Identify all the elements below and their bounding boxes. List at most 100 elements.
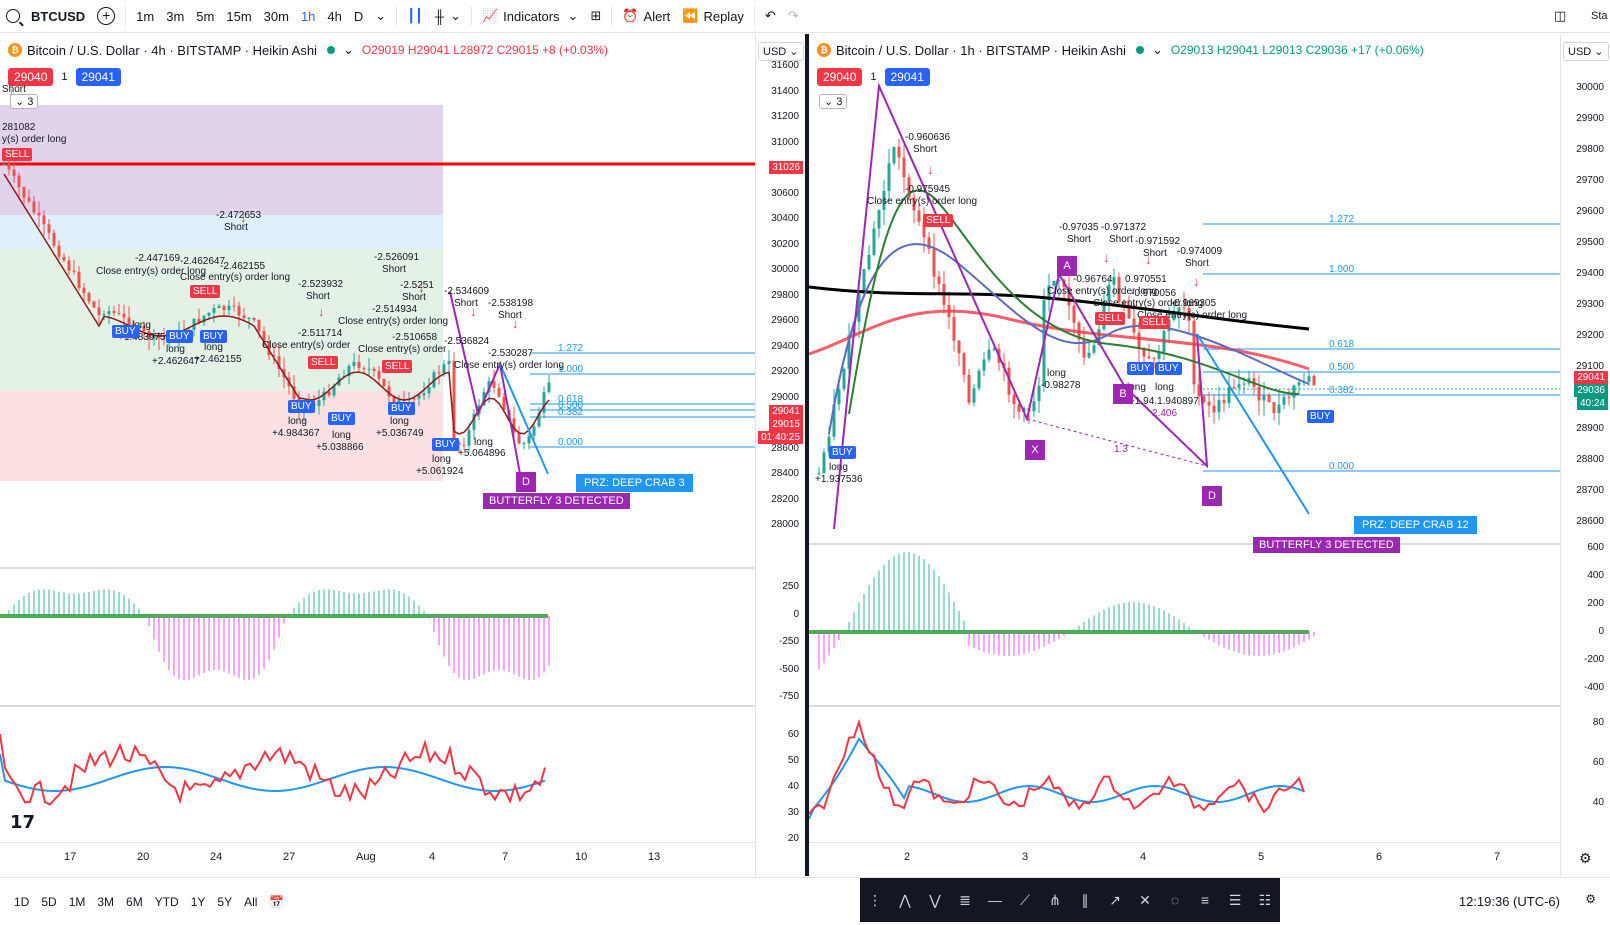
left-sell-price-button[interactable]: 29040 bbox=[8, 68, 54, 86]
sell-signal-badge[interactable]: SELL bbox=[1139, 316, 1170, 329]
interval-5m[interactable]: 5m bbox=[196, 8, 215, 24]
buy-signal-badge[interactable]: BUY bbox=[166, 330, 193, 343]
chevron-down-icon[interactable]: ⌄ bbox=[1151, 42, 1163, 57]
list-icon[interactable]: ☷ bbox=[1258, 891, 1272, 908]
undo-button[interactable]: ↶ bbox=[759, 0, 782, 33]
circle-icon[interactable]: ◌ bbox=[1170, 892, 1180, 908]
corner-label: Sta bbox=[1591, 10, 1608, 22]
strategy-annotation: -2.511714 bbox=[298, 328, 343, 339]
gann-icon[interactable]: ☰ bbox=[1228, 891, 1242, 908]
date-range-button[interactable]: 📅 bbox=[263, 895, 290, 909]
candle-body bbox=[872, 228, 876, 255]
panel-divider[interactable] bbox=[805, 34, 809, 876]
ray-icon[interactable]: ↗ bbox=[1109, 891, 1121, 908]
sell-signal-badge[interactable]: SELL bbox=[190, 285, 221, 298]
pattern-icon[interactable]: ✕ bbox=[1139, 891, 1151, 908]
sell-signal-badge[interactable]: SELL bbox=[1095, 312, 1126, 325]
redo-button[interactable]: ↷ bbox=[782, 0, 805, 33]
right-buy-price-button[interactable]: 29041 bbox=[884, 68, 930, 86]
replay-button[interactable]: ⏪ Replay bbox=[676, 0, 750, 33]
candle-body bbox=[1212, 405, 1216, 413]
right-price-axis[interactable]: 30000 29900 29800 29700 29600 29500 29400 29300… bbox=[1560, 34, 1610, 876]
horizontal-ray-icon[interactable]: — bbox=[988, 892, 1002, 908]
parallel-icon[interactable]: ∥ bbox=[1081, 891, 1089, 908]
pitchfork-icon[interactable]: ⋔ bbox=[1049, 891, 1061, 908]
left-currency-select[interactable]: USD ⌄ bbox=[758, 42, 804, 61]
fib-channel-icon[interactable]: ≡ bbox=[1200, 892, 1210, 908]
left-chart-panel[interactable]: 1.272 1.000 0.618 0.500 0.382 0.000 ↓ ↓ ↓ ↓ ↓ ↓ ₿ B… bbox=[0, 34, 805, 876]
settings-icon[interactable]: ⚙ bbox=[1579, 850, 1592, 866]
axis-tick: 29500 bbox=[1576, 237, 1604, 248]
right-collapse-button[interactable]: ⌄ 3 bbox=[819, 94, 848, 109]
buy-signal-badge[interactable]: BUY bbox=[388, 402, 415, 415]
right-chart-canvas[interactable]: 1.272 1.000 0.618 0.500 0.382 0.000 ↓ ↓ ↓ ↓ bbox=[809, 34, 1560, 842]
strategy-annotation: Short bbox=[306, 291, 330, 302]
strategy-annotation: Short bbox=[913, 144, 937, 155]
fib-icon[interactable]: ≣ bbox=[959, 891, 971, 908]
range-5d[interactable]: 5D bbox=[41, 894, 57, 909]
chevron-down-icon[interactable]: ⌄ bbox=[342, 42, 354, 57]
interval-dropdown[interactable]: ⌄ bbox=[369, 0, 392, 33]
range-1y[interactable]: 1Y bbox=[190, 894, 206, 909]
clock[interactable]: 12:19:36 (UTC-6) bbox=[1458, 894, 1560, 909]
left-buy-price-button[interactable]: 29041 bbox=[75, 68, 121, 86]
buy-signal-badge[interactable]: BUY bbox=[432, 438, 459, 451]
interval-4h[interactable]: 4h bbox=[327, 8, 342, 24]
buy-signal-badge[interactable]: BUY bbox=[1127, 362, 1154, 375]
sell-signal-badge[interactable]: SELL bbox=[2, 148, 33, 161]
sell-signal-badge[interactable]: SELL bbox=[923, 214, 954, 227]
chart-type-candles[interactable]: ┃┃ bbox=[401, 0, 429, 33]
candle-body bbox=[1257, 386, 1261, 401]
range-6m[interactable]: 6M bbox=[126, 894, 143, 909]
range-1d[interactable]: 1D bbox=[14, 894, 30, 909]
axis-tick: 28400 bbox=[771, 468, 799, 479]
interval-15m[interactable]: 15m bbox=[226, 8, 252, 24]
fib-level-label: 1.272 bbox=[1329, 214, 1354, 225]
interval-1m[interactable]: 1m bbox=[136, 8, 155, 24]
buy-signal-badge[interactable]: BUY bbox=[288, 400, 315, 413]
left-time-axis[interactable]: 17 20 24 27 Aug 4 7 10 13 bbox=[0, 842, 755, 876]
range-ytd[interactable]: YTD bbox=[154, 894, 179, 909]
sell-signal-badge[interactable]: SELL bbox=[308, 356, 339, 369]
right-sell-price-button[interactable]: 29040 bbox=[817, 68, 863, 86]
interval-1h[interactable]: 1h bbox=[300, 8, 316, 24]
right-currency-select[interactable]: USD ⌄ bbox=[1563, 42, 1609, 61]
axis-tick: 600 bbox=[1587, 542, 1604, 553]
interval-d[interactable]: D bbox=[353, 8, 364, 24]
range-1m[interactable]: 1M bbox=[68, 894, 86, 909]
range-5y[interactable]: 5Y bbox=[217, 894, 233, 909]
axis-tick: 0 bbox=[793, 608, 799, 620]
left-collapse-button[interactable]: ⌄ 3 bbox=[10, 94, 39, 109]
compare-button[interactable]: + bbox=[91, 0, 121, 33]
buy-signal-badge[interactable]: BUY bbox=[829, 446, 856, 459]
buy-signal-badge[interactable]: BUY bbox=[112, 325, 139, 338]
grip-icon[interactable]: ⋮ bbox=[868, 891, 882, 908]
chart-type-bars[interactable]: ╫ ⌄ bbox=[429, 0, 467, 33]
sidebar-toggle[interactable]: ◫ bbox=[1548, 0, 1572, 33]
range-3m[interactable]: 3M bbox=[97, 894, 115, 909]
settings-icon[interactable]: ⚙ bbox=[1585, 892, 1596, 906]
range-all[interactable]: All bbox=[244, 894, 258, 909]
strategy-annotation: long bbox=[166, 344, 185, 355]
symbol-search[interactable]: BTCUSD bbox=[0, 0, 91, 33]
rsi-signal-line bbox=[0, 753, 546, 793]
sell-signal-badge[interactable]: SELL bbox=[382, 360, 413, 373]
abcd-icon[interactable]: ⋁ bbox=[929, 891, 941, 908]
buy-signal-badge[interactable]: BUY bbox=[1155, 362, 1182, 375]
xabcd-icon[interactable]: ⋀ bbox=[899, 891, 911, 908]
left-price-axis[interactable]: 3160031400312003100030800306003040030200… bbox=[755, 34, 805, 876]
interval-3m[interactable]: 3m bbox=[166, 8, 185, 24]
indicators-button[interactable]: 📈 Indicators ⌄ bbox=[476, 0, 584, 33]
alert-button[interactable]: ⏰ Alert bbox=[616, 0, 676, 33]
buy-signal-badge[interactable]: BUY bbox=[1307, 410, 1334, 423]
right-time-axis[interactable]: 2 3 4 5 6 7 bbox=[809, 842, 1560, 876]
buy-signal-badge[interactable]: BUY bbox=[328, 412, 355, 425]
interval-30m[interactable]: 30m bbox=[263, 8, 289, 24]
trend-line-icon[interactable]: ⟋ bbox=[1020, 891, 1030, 908]
buy-signal-badge[interactable]: BUY bbox=[200, 330, 227, 343]
candle-body bbox=[492, 380, 496, 388]
right-chart-panel[interactable]: 1.272 1.000 0.618 0.500 0.382 0.000 ↓ ↓ ↓ ↓ ₿ Bit… bbox=[809, 34, 1610, 876]
axis-tick: 29300 bbox=[1576, 299, 1604, 310]
layout-button[interactable]: ⊞ bbox=[584, 0, 607, 33]
